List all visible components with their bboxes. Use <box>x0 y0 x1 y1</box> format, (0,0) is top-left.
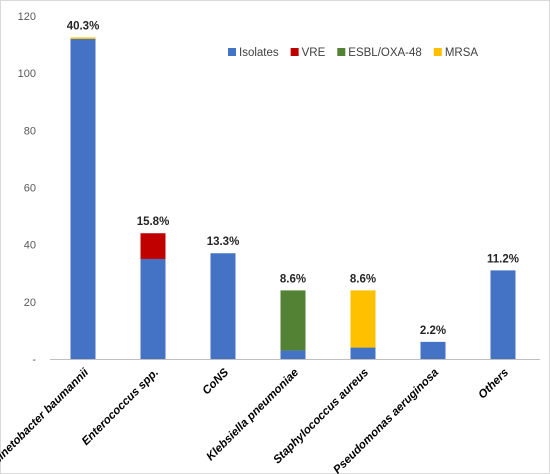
bar-segment <box>140 233 166 259</box>
data-label: 11.2% <box>487 253 519 265</box>
bar-segment <box>490 270 516 359</box>
y-tick-label: 20 <box>24 297 36 309</box>
data-labels: 40.3% 15.8% 13.3% 8.6% 8.6% 2.2% 11.2% <box>67 20 519 336</box>
legend-label: VRE <box>302 47 326 59</box>
data-label: 40.3% <box>67 20 100 32</box>
legend-label: MRSA <box>445 47 479 59</box>
legend-label: Isolates <box>239 47 279 59</box>
legend-swatch <box>337 48 346 56</box>
bar-segment <box>280 290 306 351</box>
y-axis: - 20 40 60 80 100 120 <box>18 11 37 366</box>
y-tick-label: 100 <box>18 68 36 80</box>
bar-segment <box>140 258 166 359</box>
bar-segment <box>350 290 376 348</box>
bar-segment <box>420 341 446 359</box>
bars <box>70 37 516 359</box>
data-label: 8.6% <box>350 273 376 285</box>
bar-segment <box>70 38 96 359</box>
legend: Isolates VRE ESBL/OXA-48 MRSA <box>228 47 478 59</box>
y-tick-label: - <box>32 354 36 366</box>
y-tick-label: 120 <box>18 11 36 23</box>
data-label: 13.3% <box>207 236 240 248</box>
data-label: 2.2% <box>420 325 446 337</box>
bar-segment <box>210 253 236 359</box>
legend-swatch <box>290 48 299 56</box>
data-label: 8.6% <box>280 273 306 285</box>
y-tick-label: 80 <box>24 125 36 137</box>
data-label: 15.8% <box>137 216 170 228</box>
y-tick-label: 40 <box>24 240 36 252</box>
bar-segment <box>280 350 306 359</box>
legend-swatch <box>433 48 442 56</box>
legend-label: ESBL/OXA-48 <box>348 47 422 59</box>
bar-segment <box>350 347 376 359</box>
y-tick-label: 60 <box>24 183 36 195</box>
legend-swatch <box>228 48 236 56</box>
bar-segment <box>70 37 96 39</box>
